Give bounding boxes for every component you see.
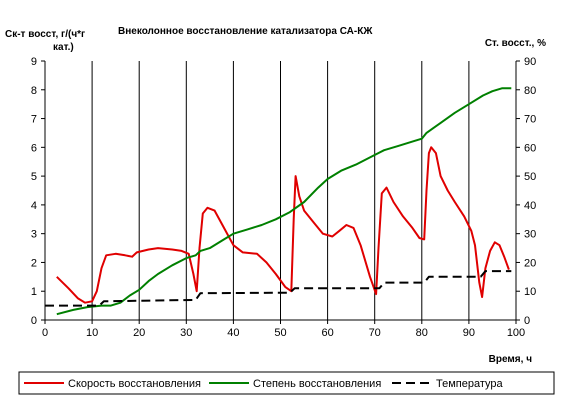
y-right-tick-label-80: 80 [524, 85, 536, 97]
y-left-label-line2: кат.) [53, 42, 74, 53]
x-tick-label-70: 70 [369, 327, 381, 339]
y-left-tick-label-2: 2 [31, 257, 37, 269]
x-tick-label-10: 10 [86, 327, 98, 339]
series-temperature-line [45, 270, 512, 307]
y-left-tick-label-1: 1 [31, 286, 37, 298]
tick-labels: 0 10 20 30 40 50 60 70 80 90 100012345678901020304… [31, 56, 536, 339]
y-left-label-line1: Ск-т восст, г/(ч*г [5, 29, 85, 40]
y-right-tick-label-90: 90 [524, 56, 536, 68]
y-left-tick-label-9: 9 [31, 56, 37, 68]
axes [41, 60, 520, 324]
x-tick-label-100: 100 [507, 327, 525, 339]
x-tick-label-0: 0 [42, 327, 48, 339]
y-right-tick-label-30: 30 [524, 229, 536, 241]
y-right-tick-label-60: 60 [524, 142, 536, 154]
y-left-tick-label-7: 7 [31, 114, 37, 126]
x-axis-label: Время, ч [489, 354, 533, 365]
y-right-tick-label-0: 0 [524, 315, 530, 327]
legend: Скорость восстановления Степень восстано… [18, 371, 555, 395]
y-right-tick-label-10: 10 [524, 286, 536, 298]
y-right-tick-label-40: 40 [524, 200, 536, 212]
series-lines [45, 87, 512, 316]
legend-label-rate: Скорость восстановления [68, 378, 201, 390]
legend-frame [18, 371, 555, 395]
y-left-tick-label-3: 3 [31, 229, 37, 241]
x-tick-label-90: 90 [463, 327, 475, 339]
y-left-tick-label-8: 8 [31, 85, 37, 97]
y-left-tick-label-6: 6 [31, 142, 37, 154]
y-left-tick-label-5: 5 [31, 171, 37, 183]
chart-title: Внеколонное восстановление катализатора … [118, 26, 373, 37]
y-right-tick-label-70: 70 [524, 114, 536, 126]
x-tick-label-40: 40 [227, 327, 239, 339]
y-right-tick-label-20: 20 [524, 257, 536, 269]
y-left-tick-label-4: 4 [31, 200, 37, 212]
series-rate-line [56, 146, 510, 304]
x-tick-label-30: 30 [180, 327, 192, 339]
x-tick-label-80: 80 [416, 327, 428, 339]
legend-label-degree: Степень восстановления [253, 378, 381, 390]
y-left-tick-label-0: 0 [31, 315, 37, 327]
x-tick-label-60: 60 [321, 327, 333, 339]
y-right-label: Ст. восст., % [485, 38, 546, 49]
legend-label-temperature: Температура [436, 378, 504, 390]
series-degree-line [56, 87, 512, 316]
grid-lines [91, 61, 470, 320]
y-right-tick-label-50: 50 [524, 171, 536, 183]
x-tick-label-20: 20 [133, 327, 145, 339]
x-tick-label-50: 50 [274, 327, 286, 339]
